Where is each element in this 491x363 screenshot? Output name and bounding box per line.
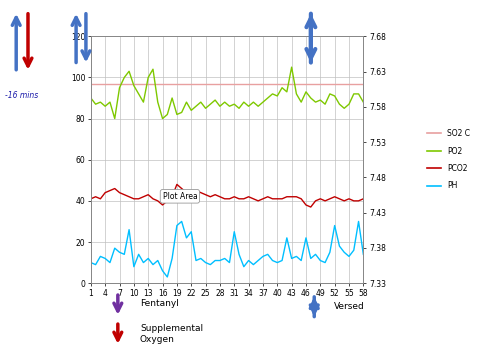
Text: Plot Area: Plot Area xyxy=(163,192,197,201)
Text: -16 mins: -16 mins xyxy=(5,91,39,100)
Text: Fentanyl: Fentanyl xyxy=(140,299,179,307)
Text: Versed: Versed xyxy=(334,302,365,311)
Text: Supplemental
Oxygen: Supplemental Oxygen xyxy=(140,324,203,344)
Legend: SO2 C, PO2, PCO2, PH: SO2 C, PO2, PCO2, PH xyxy=(427,129,470,190)
